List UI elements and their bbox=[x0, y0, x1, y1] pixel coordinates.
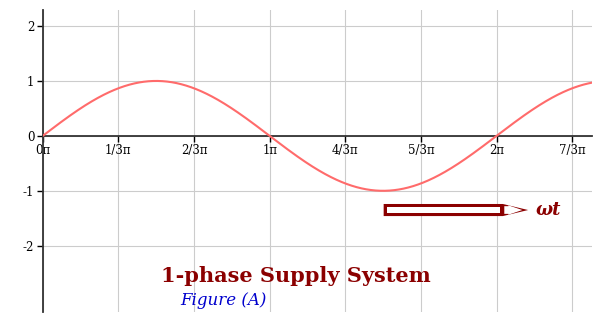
FancyArrow shape bbox=[504, 205, 522, 215]
FancyArrow shape bbox=[384, 204, 528, 216]
FancyArrow shape bbox=[387, 207, 500, 213]
Text: Figure (A): Figure (A) bbox=[180, 292, 267, 309]
Text: ωt: ωt bbox=[536, 201, 561, 219]
Text: 1-phase Supply System: 1-phase Supply System bbox=[160, 266, 431, 286]
